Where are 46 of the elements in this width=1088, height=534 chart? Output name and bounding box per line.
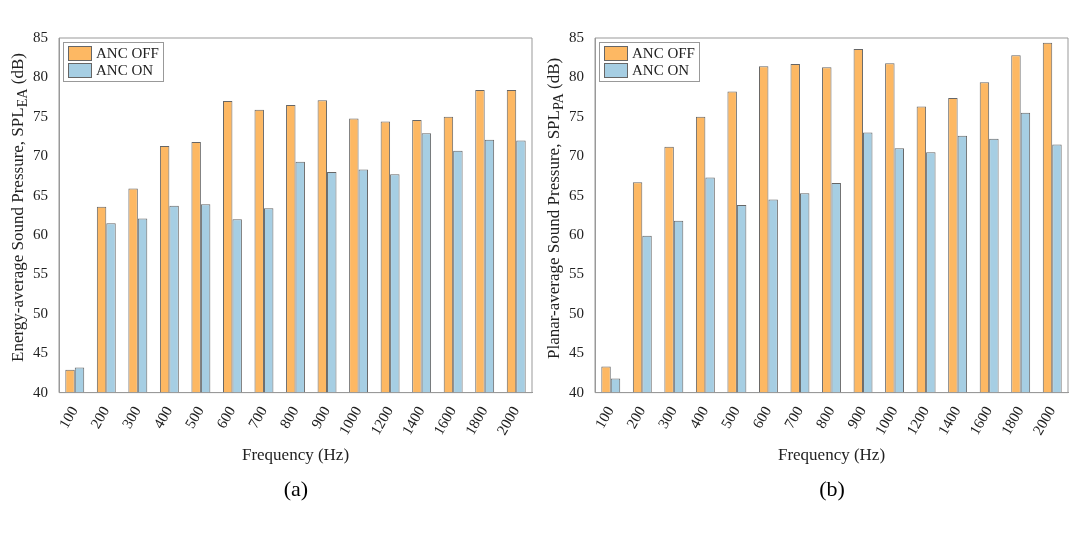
y-tick-label: 85 (33, 28, 48, 45)
y-tick-label: 45 (569, 344, 584, 361)
y-tick-label: 85 (569, 28, 584, 45)
x-tick-label: 800 (812, 403, 838, 432)
y-tick-label: 60 (569, 225, 584, 242)
x-tick-label: 700 (244, 403, 270, 432)
x-tick-label: 200 (623, 403, 649, 432)
y-tick-label: 50 (33, 304, 48, 321)
x-tick-label: 200 (87, 403, 113, 432)
x-tick-label: 100 (55, 403, 81, 432)
y-tick-label: 55 (33, 265, 48, 282)
x-tick-label: 600 (749, 403, 775, 432)
x-tick-label: 300 (654, 403, 680, 432)
x-tick-label: 800 (276, 403, 302, 432)
x-tick-label: 900 (843, 403, 870, 432)
y-tick-label: 40 (569, 383, 584, 400)
x-tick-label: 700 (780, 403, 806, 432)
x-tick-label: 400 (150, 403, 176, 432)
y-tick-label: 60 (33, 225, 48, 242)
y-tick-label: 50 (569, 304, 584, 321)
legend-label: ANC OFF (96, 45, 159, 62)
text: (a) (282, 476, 310, 502)
x-tick-label: 100 (591, 403, 617, 432)
legend-label: ANC ON (96, 62, 154, 79)
x-axis-title: Frequency (Hz) (241, 445, 350, 465)
text: (b) (818, 476, 846, 502)
legend-label: ANC ON (632, 62, 690, 79)
x-tick-label: 500 (181, 403, 207, 432)
y-tick-label: 80 (33, 68, 48, 85)
y-tick-label: 55 (569, 265, 584, 282)
x-tick-label: 900 (307, 403, 334, 432)
x-tick-label: 300 (118, 403, 144, 432)
y-tick-label: 70 (33, 147, 48, 164)
x-tick-label: 500 (717, 403, 743, 432)
y-tick-label: 70 (569, 147, 584, 164)
y-tick-label: 75 (33, 107, 48, 124)
legend-label: ANC OFF (632, 45, 695, 62)
x-tick-label: 400 (686, 403, 712, 432)
y-tick-label: 65 (33, 186, 48, 203)
x-axis-title: Frequency (Hz) (777, 445, 886, 465)
y-tick-label: 80 (569, 68, 584, 85)
y-tick-label: 40 (33, 383, 48, 400)
y-tick-label: 75 (569, 107, 584, 124)
y-tick-label: 45 (33, 344, 48, 361)
y-tick-label: 65 (569, 186, 584, 203)
x-tick-label: 600 (213, 403, 239, 432)
